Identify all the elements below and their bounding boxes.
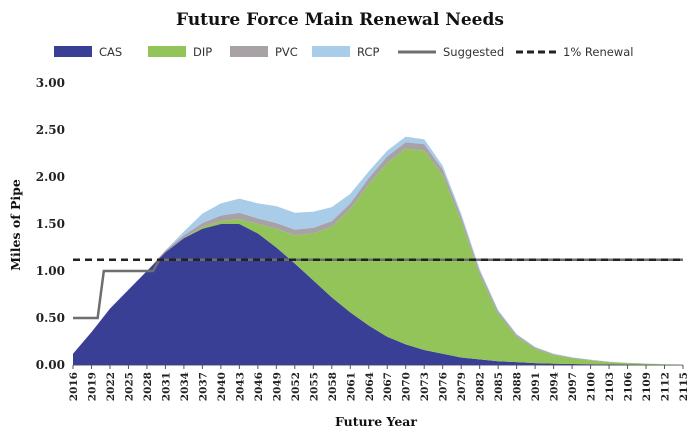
x-tick-label: 2040 [216,372,228,401]
x-axis-label: Future Year [335,414,417,429]
legend-swatch-dip [148,46,186,57]
x-tick-label: 2091 [530,372,542,401]
legend-label-dip: DIP [193,45,212,59]
x-tick-label: 2109 [641,372,653,401]
x-tick-label: 2016 [68,372,80,401]
x-tick-label: 2055 [308,372,320,401]
x-tick-label: 2079 [456,372,468,401]
y-tick-label: 2.50 [36,123,65,137]
plot-area [73,136,683,366]
legend-label-pvc: PVC [275,45,298,59]
x-tick-label: 2028 [142,372,154,401]
y-axis-label: Miles of Pipe [8,179,23,271]
y-tick-label: 1.50 [36,217,65,231]
x-tick-label: 2097 [567,372,579,401]
x-tick-label: 2061 [345,372,357,401]
x-tick-label: 2064 [364,372,376,401]
x-tick-label: 2076 [438,372,450,401]
legend-swatch-pvc [230,46,268,57]
y-tick-label: 2.00 [36,170,65,184]
x-tick-label: 2037 [197,372,209,401]
legend-label-cas: CAS [99,45,122,59]
x-tick-label: 2031 [160,372,172,401]
x-tick-label: 2022 [105,372,117,401]
x-tick-label: 2073 [419,372,431,401]
y-axis-ticks: 0.00 0.50 1.00 1.50 2.00 2.50 3.00 [36,76,65,372]
x-tick-label: 2070 [401,372,413,401]
legend-label-rcp: RCP [357,45,379,59]
x-tick-label: 2049 [271,372,283,401]
x-tick-label: 2085 [493,372,505,401]
x-tick-label: 2115 [678,372,690,401]
y-tick-label: 3.00 [36,76,65,90]
legend: CAS DIP PVC RCP Suggested 1% Renewal [54,45,633,59]
x-tick-label: 2103 [604,372,616,401]
x-tick-label: 2019 [86,372,98,401]
x-tick-label: 2106 [623,372,635,401]
legend-label-suggested: Suggested [443,45,504,59]
x-tick-label: 2025 [123,372,135,401]
x-tick-label: 2088 [512,372,524,401]
y-tick-label: 0.50 [36,311,65,325]
x-tick-label: 2082 [475,372,487,401]
x-tick-label: 2046 [253,372,265,401]
y-tick-label: 1.00 [36,264,65,278]
x-tick-label: 2094 [549,372,561,401]
x-tick-label: 2067 [382,372,394,401]
x-tick-label: 2112 [660,372,672,401]
chart-title: Future Force Main Renewal Needs [176,10,504,30]
x-tick-label: 2100 [586,372,598,401]
legend-swatch-cas [54,46,92,57]
x-tick-label: 2058 [327,372,339,401]
legend-label-one-percent: 1% Renewal [563,45,633,59]
x-axis-ticks: 2016 2019 2022 2025 2028 2031 2034 2037 2040 2043… [68,365,690,401]
area-dip [73,148,683,365]
legend-swatch-rcp [312,46,350,57]
x-tick-label: 2034 [179,372,191,401]
x-tick-label: 2043 [234,372,246,401]
y-tick-label: 0.00 [36,358,65,372]
x-tick-label: 2052 [290,372,302,401]
